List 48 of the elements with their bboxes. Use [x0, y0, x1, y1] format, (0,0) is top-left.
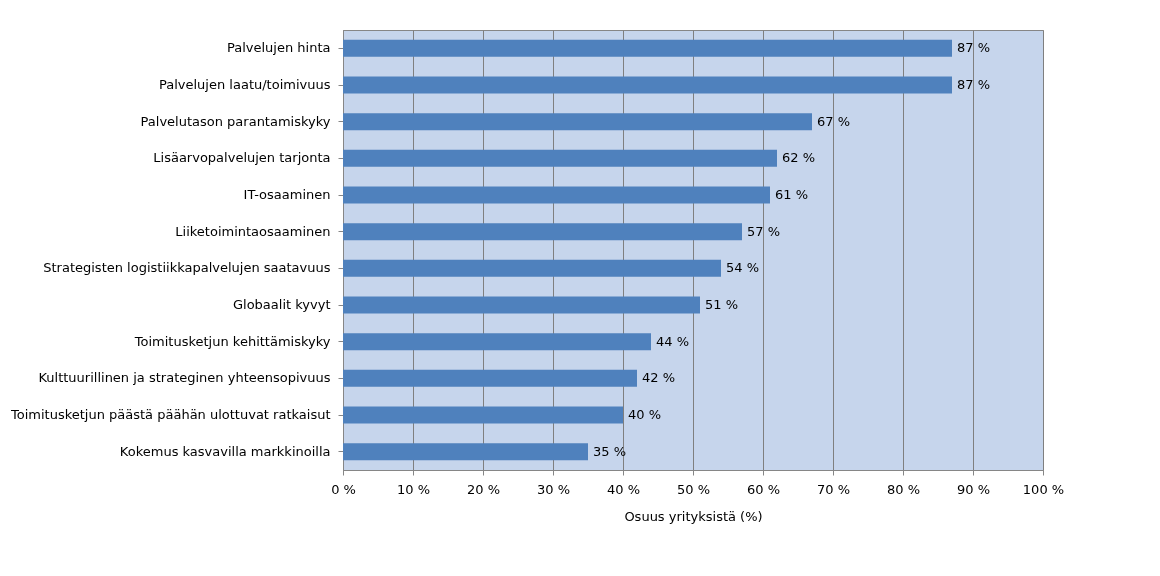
bar [343, 333, 651, 351]
x-tick-label: 30 % [536, 481, 571, 497]
x-tick-label: 0 % [331, 481, 356, 497]
data-label: 42 % [642, 370, 676, 386]
x-tick-label: 20 % [466, 481, 501, 497]
x-tick-label: 50 % [676, 481, 711, 497]
y-tick-label: Toimitusketjun kehittämiskyky [133, 333, 331, 349]
y-tick-label: Palvelujen laatu/toimivuus [158, 77, 331, 92]
y-tick-label: Palvelujen hinta [226, 40, 331, 56]
data-label: 40 % [628, 407, 662, 422]
bar [343, 259, 721, 277]
data-label: 87 % [957, 40, 991, 56]
bar [343, 296, 700, 314]
y-tick-label: Kokemus kasvavilla markkinoilla [119, 443, 331, 459]
data-label: 35 % [593, 443, 627, 459]
data-label: 62 % [782, 150, 816, 166]
bar [343, 369, 637, 387]
x-axis-title: Osuus yrityksistä (%) [624, 508, 763, 524]
y-tick-label: Globaalit kyvyt [232, 297, 331, 312]
bar [343, 76, 952, 94]
data-label: 57 % [747, 223, 781, 239]
y-tick-label: Kulttuurillinen ja strateginen yhteensopivuus [38, 370, 331, 386]
x-tick-label: 100 % [1022, 481, 1065, 497]
data-label: 67 % [817, 113, 851, 129]
x-tick-label: 10 % [396, 481, 431, 497]
x-tick-label: 90 % [956, 481, 991, 497]
data-label: 44 % [656, 333, 690, 349]
data-label: 51 % [705, 297, 739, 312]
bar [343, 406, 623, 424]
data-label: 54 % [726, 260, 760, 276]
x-tick-label: 80 % [886, 481, 921, 497]
bar [343, 149, 777, 167]
y-tick-label: IT-osaaminen [243, 187, 331, 202]
data-label: 61 % [775, 187, 809, 202]
y-tick-label: Liiketoimintaosaaminen [175, 223, 331, 239]
y-tick-label: Toimitusketjun päästä päähän ulottuvat ratkaisut [9, 407, 331, 422]
bar [343, 186, 770, 204]
y-tick-label: Palvelutason parantamiskyky [140, 113, 331, 129]
data-label: 87 % [957, 77, 991, 92]
bar [343, 223, 742, 241]
bar [343, 39, 952, 57]
y-tick-label: Lisäarvopalvelujen tarjonta [153, 150, 331, 166]
x-tick-label: 40 % [606, 481, 641, 497]
y-tick-label: Strategisten logistiikkapalvelujen saatavuus [43, 260, 331, 276]
bar [343, 113, 812, 131]
x-tick-label: 60 % [746, 481, 781, 497]
bar [343, 443, 588, 461]
x-tick-label: 70 % [816, 481, 851, 497]
